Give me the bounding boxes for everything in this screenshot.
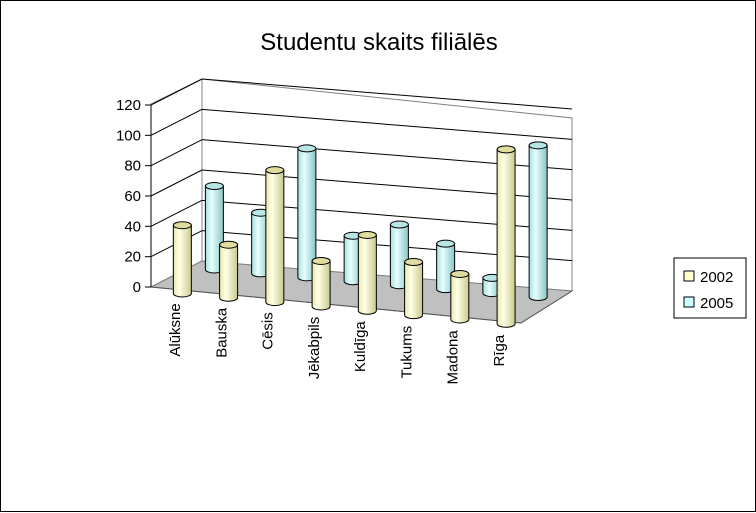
category-label: Alūksne [167, 303, 184, 356]
gridline-side [150, 139, 203, 167]
y-tick-label: 120 [116, 97, 141, 114]
category-label: Tukums [398, 326, 415, 379]
category-label: Bauska [213, 307, 230, 358]
bar-2002-5 [404, 258, 424, 320]
bar-2002-7-body [496, 148, 516, 328]
bar-2005-2 [297, 144, 317, 282]
bar-2005-4-top [389, 220, 409, 229]
bar-2002-5-top [404, 258, 424, 267]
y-axis: 0 20 40 60 80 100 120 [116, 97, 152, 296]
gridline-side [150, 169, 203, 197]
category-label: Madona [445, 330, 462, 385]
bar-2005-2-top [297, 144, 317, 153]
gridline [201, 78, 573, 110]
category-label: Kuldīga [352, 321, 369, 373]
category-label: Cēsis [260, 312, 277, 350]
bar-2005-6 [482, 273, 502, 298]
bar-2002-0-top [172, 221, 192, 230]
bar-2002-3-top [311, 256, 331, 265]
legend-box [673, 257, 747, 319]
bar-2005-7 [528, 141, 548, 302]
bar-2005-7-body [528, 144, 548, 302]
bar-2002-4-top [357, 230, 377, 239]
bar-2002-5-body [404, 261, 424, 320]
bar-2002-1-body [219, 244, 239, 302]
bar-2002-4 [357, 230, 377, 315]
bar-2005-5 [436, 239, 456, 294]
y-tick-label: 100 [116, 127, 141, 144]
bar-2002-2 [265, 166, 285, 307]
legend-label-2005: 2005 [700, 295, 733, 312]
bar-2002-2-top [265, 166, 285, 175]
bar-2002-2-body [265, 169, 285, 307]
gridline [201, 108, 573, 140]
bar-2005-0 [204, 182, 224, 274]
bar-2002-0 [172, 221, 192, 298]
chart-title: Studentu skaits filiālēs [260, 29, 497, 56]
bar-2005-5-top [436, 239, 456, 248]
y-tick-label: 60 [124, 188, 141, 205]
bar-2002-3-body [311, 260, 331, 311]
bar-2002-7-top [496, 145, 516, 154]
bar-2002-7 [496, 145, 516, 328]
bars [172, 141, 548, 328]
bar-2002-1 [219, 240, 239, 302]
bar-2002-1-top [219, 240, 239, 249]
gridline-side [150, 78, 203, 106]
y-tick-label: 20 [124, 249, 141, 266]
legend-swatch-2002 [683, 270, 695, 282]
category-label: Rīga [491, 334, 508, 366]
bar-2002-0-body [172, 224, 192, 298]
bar-2002-4-body [357, 234, 377, 315]
bar-2005-7-top [528, 141, 548, 150]
legend-label-2002: 2002 [700, 269, 733, 286]
gridline-side [150, 199, 203, 227]
bar-2005-0-top [204, 182, 224, 191]
y-tick-label: 0 [133, 279, 141, 296]
bar-2002-6 [450, 269, 470, 324]
legend-swatch-2005 [683, 296, 695, 308]
floor-right-edge [520, 290, 573, 324]
bar-2002-3 [311, 256, 331, 311]
category-label: Jēkabpils [306, 317, 323, 380]
gridline-side [150, 108, 203, 136]
x-axis-labels: Alūksne Bauska Cēsis Jēkabpils Kuldīga Tukums… [167, 303, 508, 384]
y-tick-label: 40 [124, 218, 141, 235]
bar-2002-6-top [450, 269, 470, 278]
bar-2002-6-body [450, 273, 470, 324]
legend: 2002 2005 [673, 257, 747, 319]
y-tick-label: 80 [124, 158, 141, 175]
